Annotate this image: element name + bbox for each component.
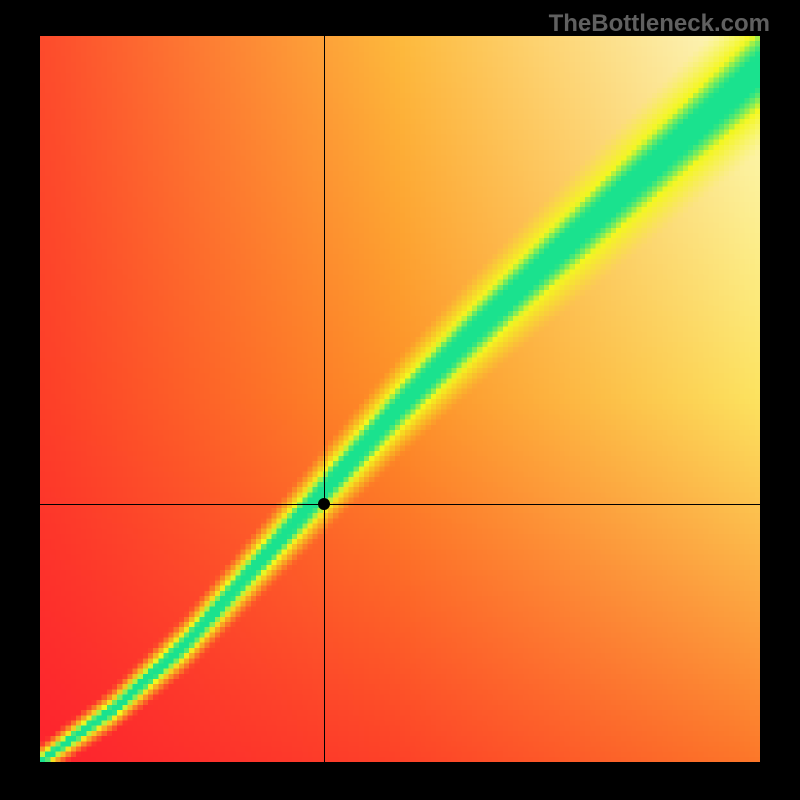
data-point-marker (318, 498, 330, 510)
watermark-text: TheBottleneck.com (549, 10, 770, 38)
plot-area (40, 36, 760, 762)
crosshair-vertical (324, 36, 325, 762)
crosshair-horizontal (40, 504, 760, 505)
heatmap-canvas (40, 36, 760, 762)
